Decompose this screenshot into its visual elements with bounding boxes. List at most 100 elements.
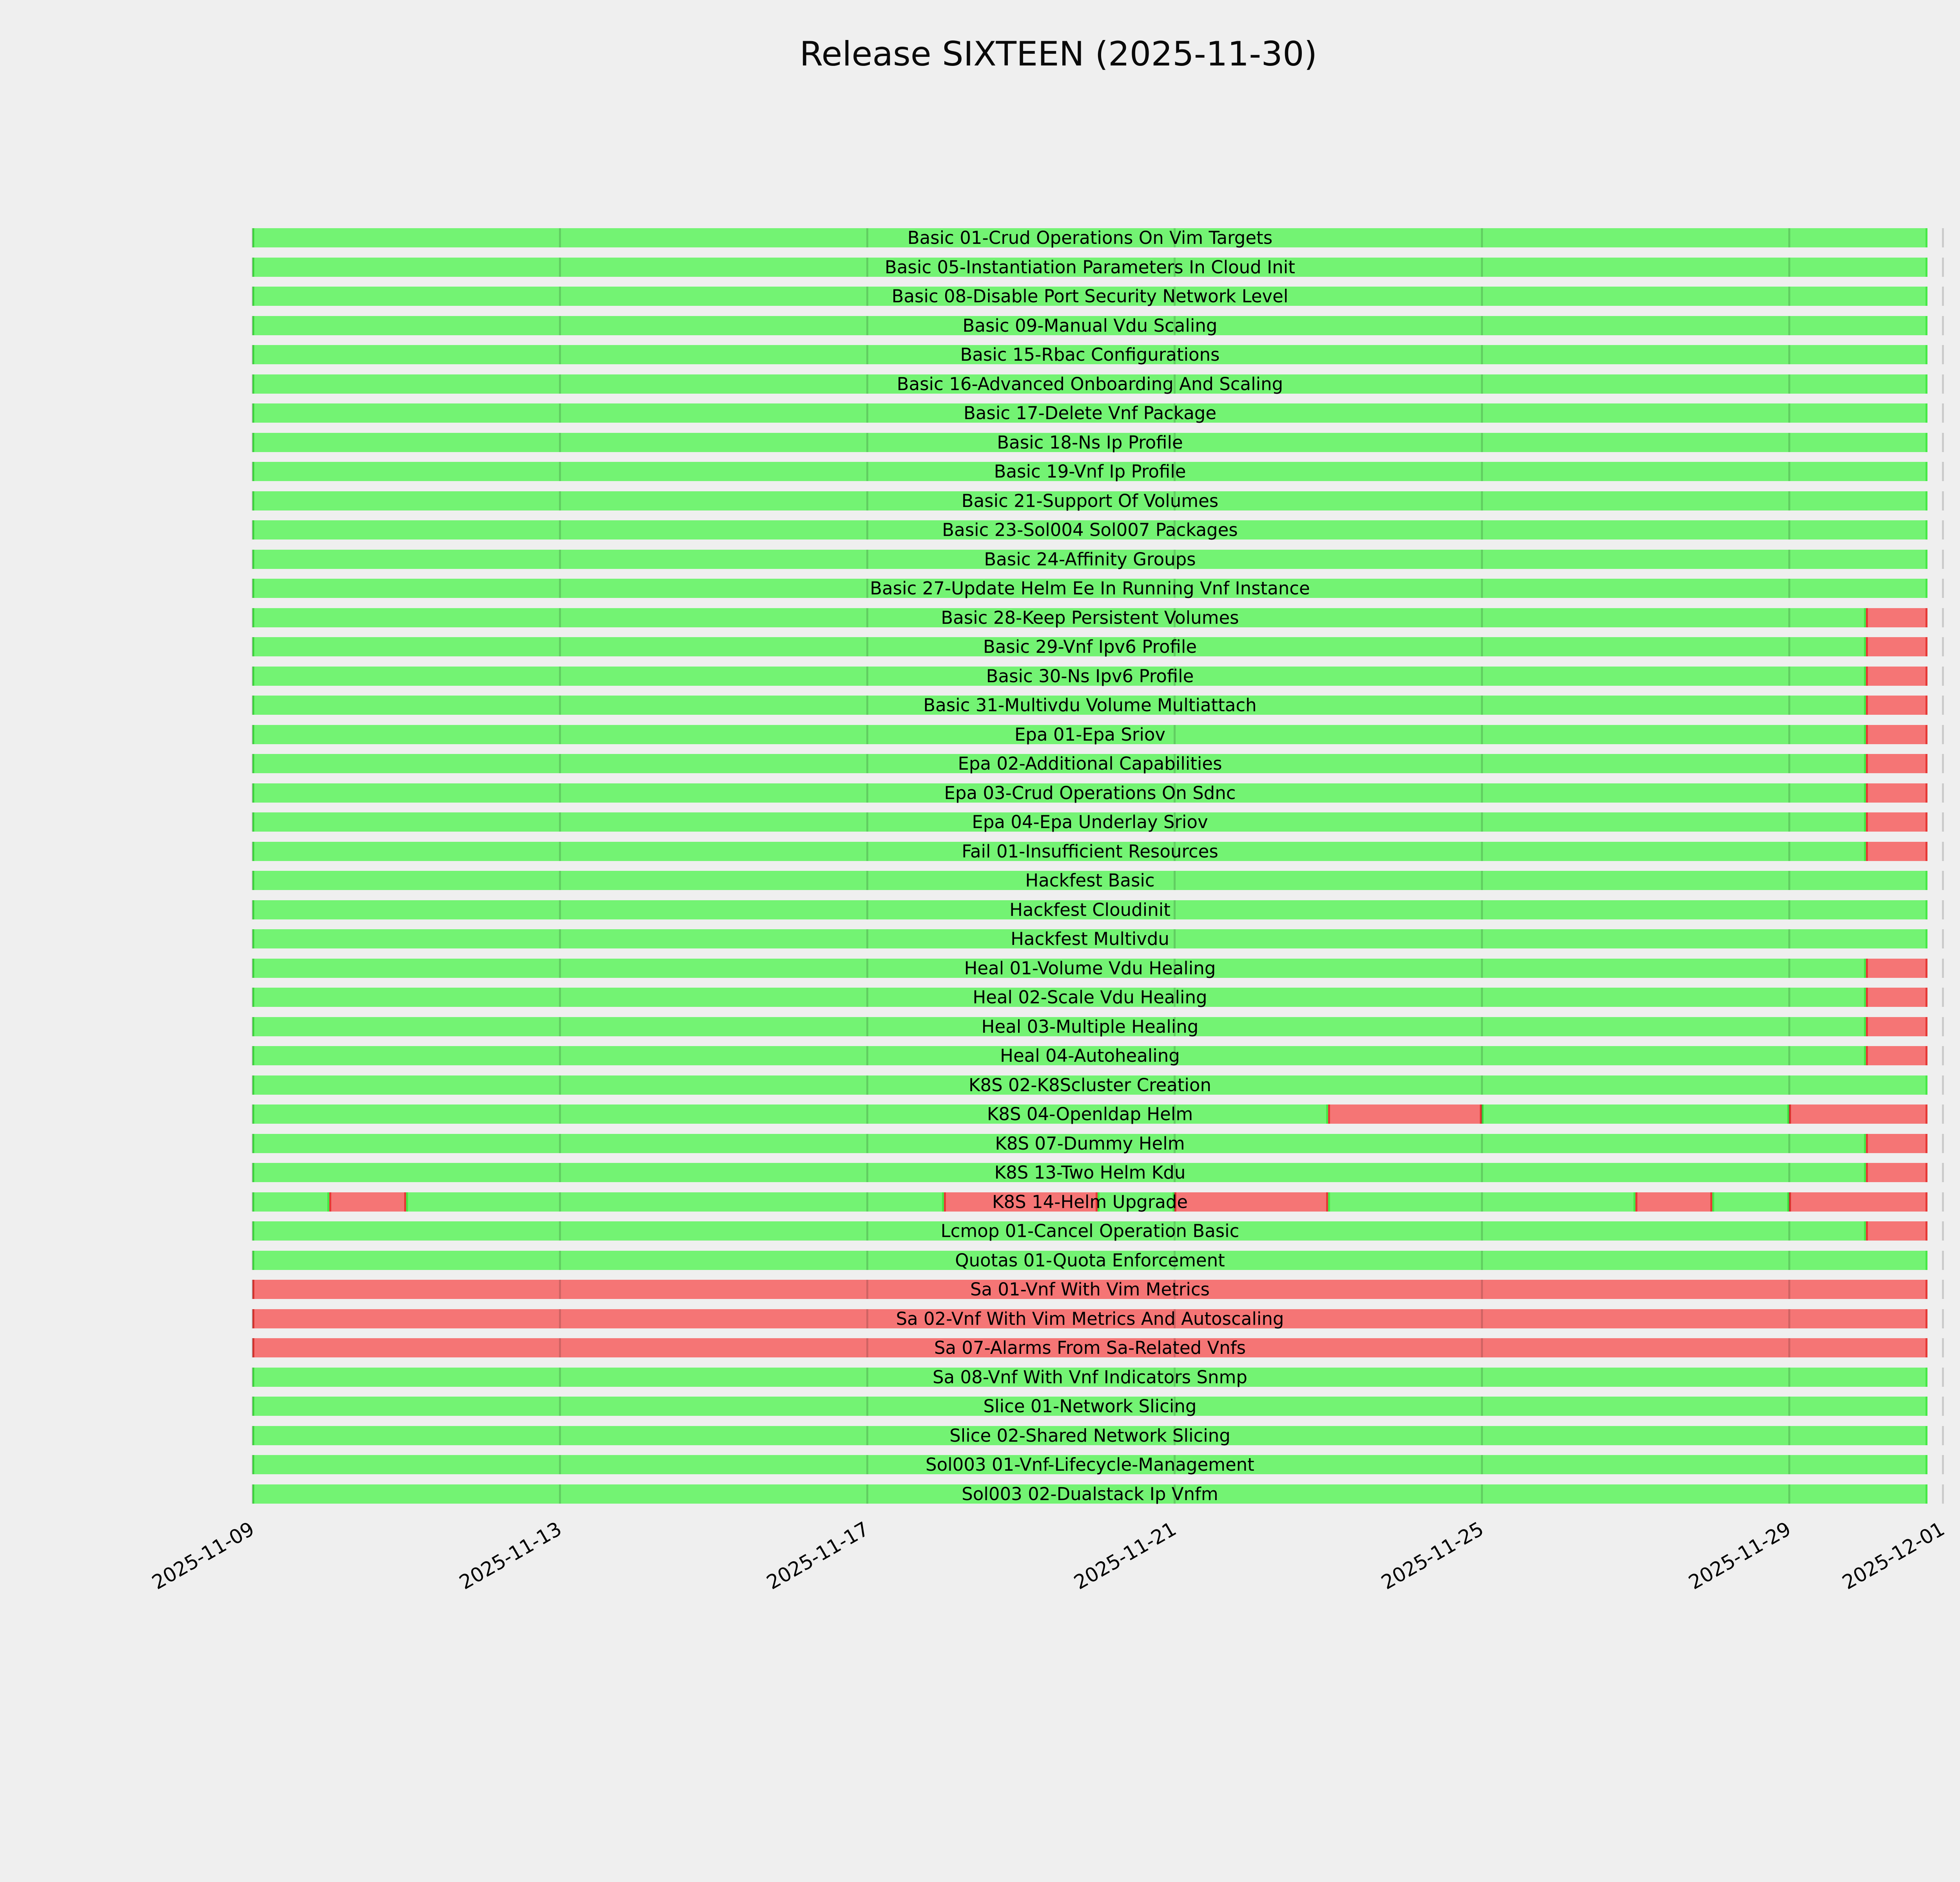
task-bar-segment-fail	[252, 1309, 1927, 1328]
task-bar-segment-pass	[252, 929, 1927, 948]
grid-tick	[1942, 1397, 1944, 1416]
task-label: Hackfest Multivdu	[1011, 928, 1169, 949]
grid-tick	[559, 1484, 561, 1504]
task-bar-segment-fail	[1866, 754, 1927, 773]
grid-tick	[1481, 1426, 1483, 1445]
grid-tick	[1174, 958, 1176, 978]
task-bar-segment-fail	[1866, 666, 1927, 686]
grid-tick	[1788, 841, 1790, 861]
grid-tick	[252, 491, 254, 510]
grid-tick	[252, 579, 254, 598]
task-bar-segment-pass	[252, 1163, 1866, 1182]
grid-tick	[252, 1017, 254, 1036]
grid-tick	[1788, 1250, 1790, 1270]
grid-tick	[1481, 1484, 1483, 1504]
task-row: K8S 07-Dummy Helm	[252, 1134, 1944, 1153]
grid-tick	[1174, 1134, 1176, 1153]
grid-tick	[1481, 316, 1483, 335]
grid-tick	[1481, 812, 1483, 832]
task-row: Basic 23-Sol004 Sol007 Packages	[252, 520, 1944, 540]
task-row: Epa 01-Epa Sriov	[252, 725, 1944, 744]
task-row: K8S 04-Openldap Helm	[252, 1104, 1944, 1124]
grid-tick	[1788, 1163, 1790, 1182]
grid-tick	[866, 1397, 868, 1416]
task-row: Basic 31-Multivdu Volume Multiattach	[252, 696, 1944, 715]
axis-date-label: 2025-12-01	[1838, 1517, 1949, 1594]
grid-tick	[866, 988, 868, 1007]
task-row: Hackfest Cloudinit	[252, 900, 1944, 919]
task-bar-segment-pass	[252, 549, 1927, 569]
grid-tick	[252, 783, 254, 803]
grid-tick	[559, 1104, 561, 1124]
task-bar-segment-pass	[406, 1192, 944, 1212]
grid-tick	[1174, 725, 1176, 744]
grid-tick	[1174, 1309, 1176, 1328]
grid-tick	[1942, 1075, 1944, 1095]
grid-tick	[1788, 1309, 1790, 1328]
task-label: Sol003 01-Vnf-Lifecycle-Management	[926, 1454, 1254, 1475]
grid-tick	[559, 812, 561, 832]
task-bar-segment-pass	[252, 754, 1866, 773]
grid-tick	[252, 929, 254, 948]
grid-tick	[1942, 754, 1944, 773]
task-bar-segment-pass	[252, 900, 1927, 919]
task-label: Epa 02-Additional Capabilities	[958, 753, 1222, 774]
grid-tick	[1481, 1455, 1483, 1474]
grid-tick	[1788, 1426, 1790, 1445]
task-bar-segment-pass	[252, 1075, 1927, 1095]
grid-tick	[1174, 1367, 1176, 1387]
grid-tick	[866, 549, 868, 569]
grid-tick	[1481, 696, 1483, 715]
grid-tick	[1788, 754, 1790, 773]
grid-tick	[866, 257, 868, 277]
grid-tick	[559, 1309, 561, 1328]
grid-tick	[1788, 1075, 1790, 1095]
grid-tick	[1174, 1163, 1176, 1182]
task-label: Basic 18-Ns Ip Profile	[997, 432, 1183, 453]
task-row: Slice 02-Shared Network Slicing	[252, 1425, 1944, 1446]
grid-tick	[1174, 696, 1176, 715]
grid-tick	[1481, 374, 1483, 394]
grid-tick	[559, 1367, 561, 1387]
grid-tick	[559, 257, 561, 277]
grid-tick	[1481, 1075, 1483, 1095]
task-bar-segment-pass	[1328, 1192, 1635, 1212]
grid-tick	[559, 345, 561, 364]
grid-tick	[252, 754, 254, 773]
task-row: Fail 01-Insufficient Resources	[252, 841, 1944, 862]
grid-tick	[252, 958, 254, 978]
task-bar-segment-pass	[252, 462, 1927, 481]
task-bar-segment-pass	[252, 228, 1927, 247]
grid-tick	[1788, 1221, 1790, 1241]
grid-tick	[559, 374, 561, 394]
grid-tick	[866, 1309, 868, 1328]
task-label: Hackfest Basic	[1025, 870, 1155, 891]
grid-tick	[866, 696, 868, 715]
grid-tick	[1174, 841, 1176, 861]
grid-tick	[1942, 1134, 1944, 1153]
task-row: Heal 03-Multiple Healing	[252, 1017, 1944, 1036]
task-label: Basic 23-Sol004 Sol007 Packages	[942, 520, 1238, 540]
grid-tick	[866, 871, 868, 890]
task-bar-segment-fail	[1866, 783, 1927, 803]
task-bar-segment-fail	[1328, 1104, 1482, 1124]
grid-tick	[1942, 1455, 1944, 1474]
grid-tick	[252, 1484, 254, 1504]
grid-tick	[1481, 1017, 1483, 1036]
grid-tick	[866, 1134, 868, 1153]
grid-tick	[559, 900, 561, 919]
task-label: Fail 01-Insufficient Resources	[962, 841, 1218, 862]
grid-tick	[866, 900, 868, 919]
grid-tick	[1481, 988, 1483, 1007]
grid-tick	[866, 491, 868, 510]
grid-tick	[1174, 316, 1176, 335]
grid-tick	[559, 1280, 561, 1299]
grid-tick	[1788, 1134, 1790, 1153]
grid-tick	[1788, 316, 1790, 335]
task-label: Sa 02-Vnf With Vim Metrics And Autoscali…	[896, 1308, 1284, 1329]
grid-tick	[1942, 1221, 1944, 1241]
task-label: Slice 02-Shared Network Slicing	[949, 1425, 1230, 1446]
grid-tick	[559, 637, 561, 656]
grid-tick	[1481, 637, 1483, 656]
task-bar-segment-pass	[252, 783, 1866, 803]
